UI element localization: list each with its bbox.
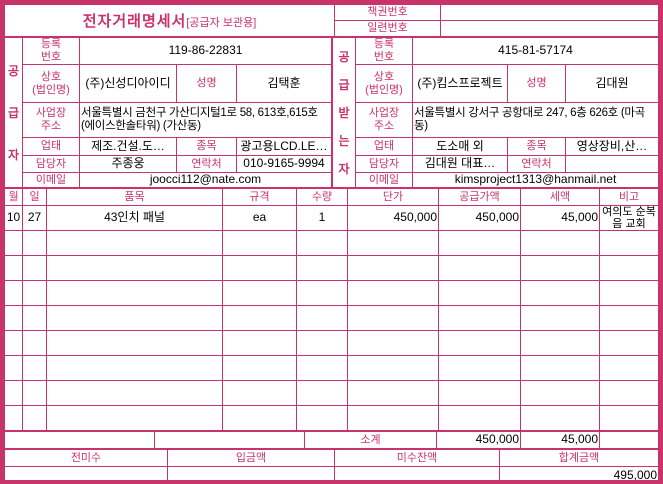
recipient-section: 공급받는자 등록 번호 415-81-57174 상호 (법인명) (주)킴스프… — [332, 37, 659, 188]
recipient-contact-value — [565, 155, 659, 173]
items-table: 월 일 품목 규격 수량 단가 공급가액 세액 비고 10 27 43인치 패널… — [4, 188, 659, 432]
supplier-contact-value: 010-9165-9994 — [236, 155, 332, 173]
document-title-suffix: [공급자 보관용] — [186, 17, 257, 29]
recipient-name-label: 성명 — [507, 64, 566, 103]
recipient-reg-no-value: 415-81-57174 — [412, 37, 659, 65]
book-number-label: 책권번호 — [334, 4, 441, 21]
prev-balance-value — [4, 466, 168, 480]
serial-number-value — [440, 20, 659, 37]
page-title: 전자거래명세서[공급자 보관용] — [4, 4, 335, 37]
col-header-qty: 수량 — [296, 188, 348, 206]
recipient-biz-type-value: 도소매 외 — [412, 137, 508, 156]
outstanding-label: 미수잔액 — [334, 449, 500, 468]
col-header-tax: 세액 — [520, 188, 600, 206]
subtotal-empty-cell — [154, 431, 305, 450]
top-band: 전자거래명세서[공급자 보관용] 책권번호 일련번호 — [4, 4, 659, 37]
col-header-unit-price: 단가 — [347, 188, 439, 206]
total-amount-value: 495,000 — [499, 466, 659, 480]
supplier-manager-label: 담당자 — [22, 155, 80, 173]
supplier-name-value: 김택훈 — [236, 64, 332, 103]
book-number-value — [440, 4, 659, 21]
subtotal-tax-value: 45,000 — [520, 431, 600, 450]
supplier-manager-value: 주종웅 — [79, 155, 177, 173]
deposit-value — [167, 466, 335, 480]
table-row-empty — [4, 380, 659, 407]
table-row-empty — [4, 255, 659, 282]
supplier-item-value: 광고용LCD.LE… — [236, 137, 332, 156]
supplier-company-label: 상호 (법인명) — [22, 64, 80, 103]
serial-number-label: 일련번호 — [334, 20, 441, 37]
recipient-item-value: 영상장비,산… — [565, 137, 659, 156]
item-tax: 45,000 — [520, 204, 600, 232]
table-row-empty — [4, 230, 659, 257]
parties-section: 공급자 등록 번호 119-86-22831 상호 (법인명) (주)신성디아이… — [4, 37, 659, 188]
col-header-day: 일 — [22, 188, 47, 206]
supplier-email-label: 이메일 — [22, 172, 80, 188]
item-note: 여의도 순복음 교회 — [599, 204, 659, 232]
recipient-reg-no-label: 등록 번호 — [355, 37, 413, 65]
item-unit-price: 450,000 — [347, 204, 439, 232]
col-header-item: 품목 — [46, 188, 223, 206]
supplier-reg-no-value: 119-86-22831 — [79, 37, 332, 65]
table-row-empty — [4, 305, 659, 332]
subtotal-label: 소계 — [304, 431, 437, 450]
item-day: 27 — [22, 204, 47, 232]
recipient-company-value: (주)킴스프로젝트 — [412, 64, 508, 103]
col-header-spec: 규격 — [222, 188, 297, 206]
recipient-manager-value: 김대원 대표… — [412, 155, 508, 173]
recipient-side-label: 공급받는자 — [332, 37, 356, 188]
supplier-address-label: 사업장 주소 — [22, 102, 80, 138]
item-name: 43인치 패널 — [46, 204, 223, 232]
col-header-month: 월 — [4, 188, 23, 206]
recipient-item-label: 종목 — [507, 137, 566, 156]
footer-section: 전미수 입금액 미수잔액 합계금액 495,000 — [4, 449, 659, 480]
table-row-empty — [4, 280, 659, 307]
recipient-name-value: 김대원 — [565, 64, 659, 103]
col-header-note: 비고 — [599, 188, 659, 206]
supplier-address-value: 서울특별시 금천구 가산디지털1로 58, 613호,615호(에이스한솔타워)… — [79, 102, 332, 138]
supplier-contact-label: 연락처 — [176, 155, 237, 173]
document-title: 전자거래명세서 — [82, 13, 187, 30]
recipient-email-label: 이메일 — [355, 172, 413, 188]
supplier-name-label: 성명 — [176, 64, 237, 103]
recipient-biz-type-label: 업태 — [355, 137, 413, 156]
col-header-supply-value: 공급가액 — [438, 188, 521, 206]
subtotal-row: 소계 450,000 45,000 — [4, 431, 659, 450]
table-row-empty — [4, 330, 659, 357]
prev-balance-label: 전미수 — [4, 449, 168, 468]
supplier-reg-no-label: 등록 번호 — [22, 37, 80, 65]
total-amount-label: 합계금액 — [499, 449, 659, 468]
subtotal-empty-cell — [599, 431, 659, 450]
recipient-contact-label: 연락처 — [507, 155, 566, 173]
recipient-email-value: kimsproject1313@hanmail.net — [412, 172, 659, 188]
item-spec: ea — [222, 204, 297, 232]
recipient-address-value: 서울특별시 강서구 공항대로 247, 6층 626호 (마곡동) — [412, 102, 659, 138]
supplier-item-label: 종목 — [176, 137, 237, 156]
supplier-company-value: (주)신성디아이디 — [79, 64, 177, 103]
subtotal-supply-value: 450,000 — [436, 431, 521, 450]
recipient-address-label: 사업장 주소 — [355, 102, 413, 138]
items-empty-rows — [4, 230, 659, 432]
table-row-empty — [4, 405, 659, 432]
supplier-email-value: joocci112@nate.com — [79, 172, 332, 188]
deposit-label: 입금액 — [167, 449, 335, 468]
supplier-biz-type-label: 업태 — [22, 137, 80, 156]
supplier-side-label: 공급자 — [4, 37, 23, 188]
item-supply-value: 450,000 — [438, 204, 521, 232]
item-qty: 1 — [296, 204, 348, 232]
supplier-section: 공급자 등록 번호 119-86-22831 상호 (법인명) (주)신성디아이… — [4, 37, 332, 188]
subtotal-empty-cell — [4, 431, 155, 450]
items-header-row: 월 일 품목 규격 수량 단가 공급가액 세액 비고 — [4, 188, 659, 206]
supplier-biz-type-value: 제조.건설.도… — [79, 137, 177, 156]
table-row-item: 10 27 43인치 패널 ea 1 450,000 450,000 45,00… — [4, 204, 659, 232]
outstanding-value — [334, 466, 500, 480]
recipient-manager-label: 담당자 — [355, 155, 413, 173]
item-month: 10 — [4, 204, 23, 232]
table-row-empty — [4, 355, 659, 382]
recipient-company-label: 상호 (법인명) — [355, 64, 413, 103]
